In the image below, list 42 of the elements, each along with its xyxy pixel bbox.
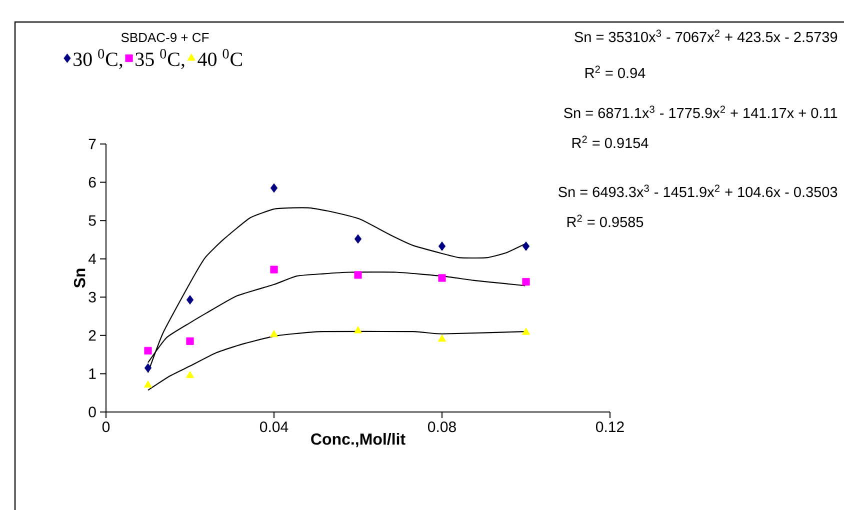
point (522, 242, 530, 251)
legend-label: 35 $^{0}$C, (136, 49, 184, 69)
point (354, 234, 362, 244)
x-tick-label: 0 (102, 422, 110, 432)
point (354, 271, 362, 279)
text: Sn = 6871.1x$^{3}$ - 1775.9x$^{2}$ + 141.17x + 0.11 (564, 106, 838, 118)
text: R$^{2}$ = 0.94 (586, 66, 646, 78)
text: Sn = 35310x$^{3}$ - 7067x$^{2}$ + 423.5x - 2.5739 (574, 30, 838, 42)
y-tick-label: 1 (89, 368, 96, 379)
x-tick-label: 0.08 (428, 422, 456, 432)
point (144, 346, 152, 355)
point (522, 278, 530, 286)
y-tick-label: 2 (88, 330, 96, 341)
point (354, 326, 362, 334)
point (186, 370, 194, 378)
legend-label: 40 $^{0}$C (198, 49, 242, 66)
y-tick-label: 4 (88, 254, 96, 264)
point (438, 274, 446, 282)
x-axis-title: Conc.,Mol/lit (311, 433, 406, 448)
point (144, 380, 152, 388)
y-axis-title: Sn (74, 268, 86, 288)
point (270, 183, 278, 193)
annotation: R$^{2}$ = 0.9154 (572, 136, 648, 148)
x-tick-label: 0.04 (260, 422, 288, 432)
y-tick-label: 0 (88, 406, 96, 418)
annotation: R$^{2}$ = 0.9585 (567, 214, 644, 228)
point (186, 337, 194, 345)
x-tick-label: 0.12 (596, 422, 624, 432)
y-tick-label: 3 (88, 292, 96, 302)
point (270, 330, 278, 338)
annotation: Sn = 6493.3x$^{3}$ - 1451.9x$^{2}$ + 104.6x - 0.3503 (558, 184, 838, 198)
y-tick-label: 7 (88, 138, 96, 150)
point (186, 295, 194, 305)
point (522, 328, 530, 335)
y-tick-label: 6 (88, 176, 96, 188)
y-tick-label: 5 (88, 215, 96, 226)
point (144, 363, 152, 373)
point (270, 266, 278, 274)
chart-title: SBDAC-9 + CF (121, 32, 209, 42)
legend-label: 30 $^{0}$C, (74, 49, 122, 69)
point (438, 334, 446, 342)
point (438, 242, 446, 251)
